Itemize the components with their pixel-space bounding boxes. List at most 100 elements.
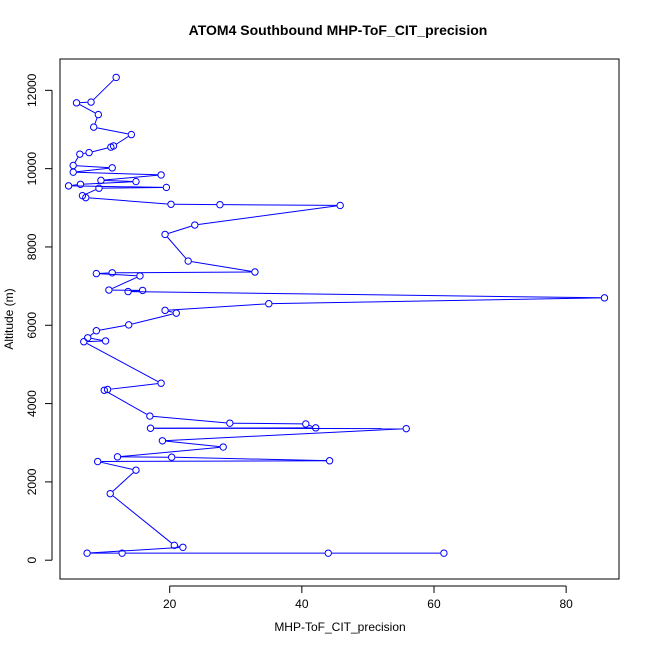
data-point: [105, 286, 113, 294]
data-point: [72, 99, 81, 107]
data-point: [69, 168, 77, 176]
series-line-segment: [99, 325, 126, 331]
data-point: [184, 257, 192, 265]
data-point: [80, 338, 88, 346]
series-line-segment: [76, 171, 158, 176]
series-line-segment: [76, 167, 109, 173]
data-point: [191, 221, 199, 229]
series-line-segment: [97, 127, 128, 135]
data-point: [325, 457, 334, 465]
data-point: [179, 543, 187, 551]
data-point: [324, 549, 332, 557]
series-line-segment: [86, 342, 159, 382]
series-line-segment: [198, 205, 337, 226]
data-point: [93, 457, 102, 466]
data-point: [64, 182, 73, 190]
data-point: [226, 419, 234, 427]
data-point: [100, 386, 108, 394]
data-point: [94, 110, 103, 119]
data-point: [124, 287, 132, 296]
series-line-segment: [104, 180, 133, 182]
data-point: [101, 337, 110, 345]
x-tick-label: 20: [163, 597, 177, 611]
data-point: [106, 489, 114, 498]
data-point: [95, 184, 103, 192]
series-line-segment: [115, 271, 252, 274]
data-point: [146, 412, 154, 420]
series-line-segment: [112, 472, 134, 492]
data-point: [125, 321, 133, 329]
y-tick-label: 0: [25, 557, 39, 564]
series-line-segment: [111, 383, 158, 390]
series-line-segment: [308, 424, 313, 427]
data-point: [89, 123, 98, 131]
x-tick-label: 40: [295, 597, 309, 611]
series-line-segment: [94, 117, 98, 124]
data-point: [219, 443, 227, 451]
series-line-segment: [79, 104, 96, 114]
series-line-segment: [153, 415, 227, 424]
y-tick-label: 12000: [25, 73, 39, 107]
series-line-segment: [76, 165, 109, 169]
chart-title: ATOM4 Southbound MHP-ToF_CIT_precision: [189, 22, 488, 38]
data-point: [158, 437, 167, 445]
x-tick-label: 80: [559, 597, 573, 611]
data-point: [87, 98, 95, 106]
data-point: [85, 148, 93, 157]
data-point: [402, 424, 410, 433]
data-point: [162, 183, 171, 192]
data-point: [132, 177, 140, 186]
data-point: [76, 150, 84, 158]
data-point: [265, 300, 273, 308]
series-line-segment: [84, 181, 133, 185]
series-line-segment: [223, 204, 337, 206]
series-line-segment: [131, 291, 601, 299]
data-point: [97, 176, 105, 185]
data-point: [161, 306, 169, 315]
y-tick-label: 4000: [25, 390, 39, 417]
data-point: [600, 294, 609, 302]
series-line-segment: [121, 446, 220, 457]
series-line-segment: [233, 422, 303, 425]
series-line-segment: [167, 236, 187, 259]
data-point: [170, 541, 179, 550]
series-line-segment: [102, 186, 163, 189]
series-line-segment: [191, 261, 252, 272]
series-line-segment: [112, 495, 172, 544]
y-tick-label: 6000: [25, 312, 39, 339]
series-line-segment: [168, 303, 266, 311]
series-line-segment: [99, 273, 137, 277]
series-line-segment: [72, 185, 163, 188]
data-point: [76, 180, 85, 189]
data-point: [312, 424, 320, 432]
data-point: [108, 269, 116, 277]
series-line-segment: [107, 391, 147, 415]
series-line-segment: [104, 174, 158, 181]
series-line-segment: [72, 184, 77, 186]
y-tick-label: 2000: [25, 468, 39, 495]
series-line-segment: [93, 79, 114, 100]
y-axis-label: Altitude (m): [2, 288, 16, 349]
data-point: [118, 549, 126, 557]
series-line-segment: [175, 456, 327, 462]
data-point: [157, 379, 165, 387]
series-line-segment: [272, 297, 601, 305]
data-point: [132, 466, 140, 474]
series-line-segment: [168, 310, 173, 313]
data-point: [92, 269, 101, 278]
series-line-segment: [101, 460, 326, 463]
series-line-segment: [111, 276, 137, 289]
x-axis: 20 40 60 80: [163, 585, 573, 611]
data-point: [84, 334, 92, 342]
data-point: [251, 268, 259, 276]
data-point: [108, 164, 116, 172]
x-tick-label: 60: [427, 597, 441, 611]
series-line-segment: [90, 332, 94, 336]
data-point: [92, 327, 101, 335]
data-point: [83, 549, 91, 557]
data-point: [82, 193, 90, 202]
plot-frame: [59, 58, 620, 580]
series-line-segment: [89, 197, 168, 205]
series-lines: [72, 79, 601, 554]
